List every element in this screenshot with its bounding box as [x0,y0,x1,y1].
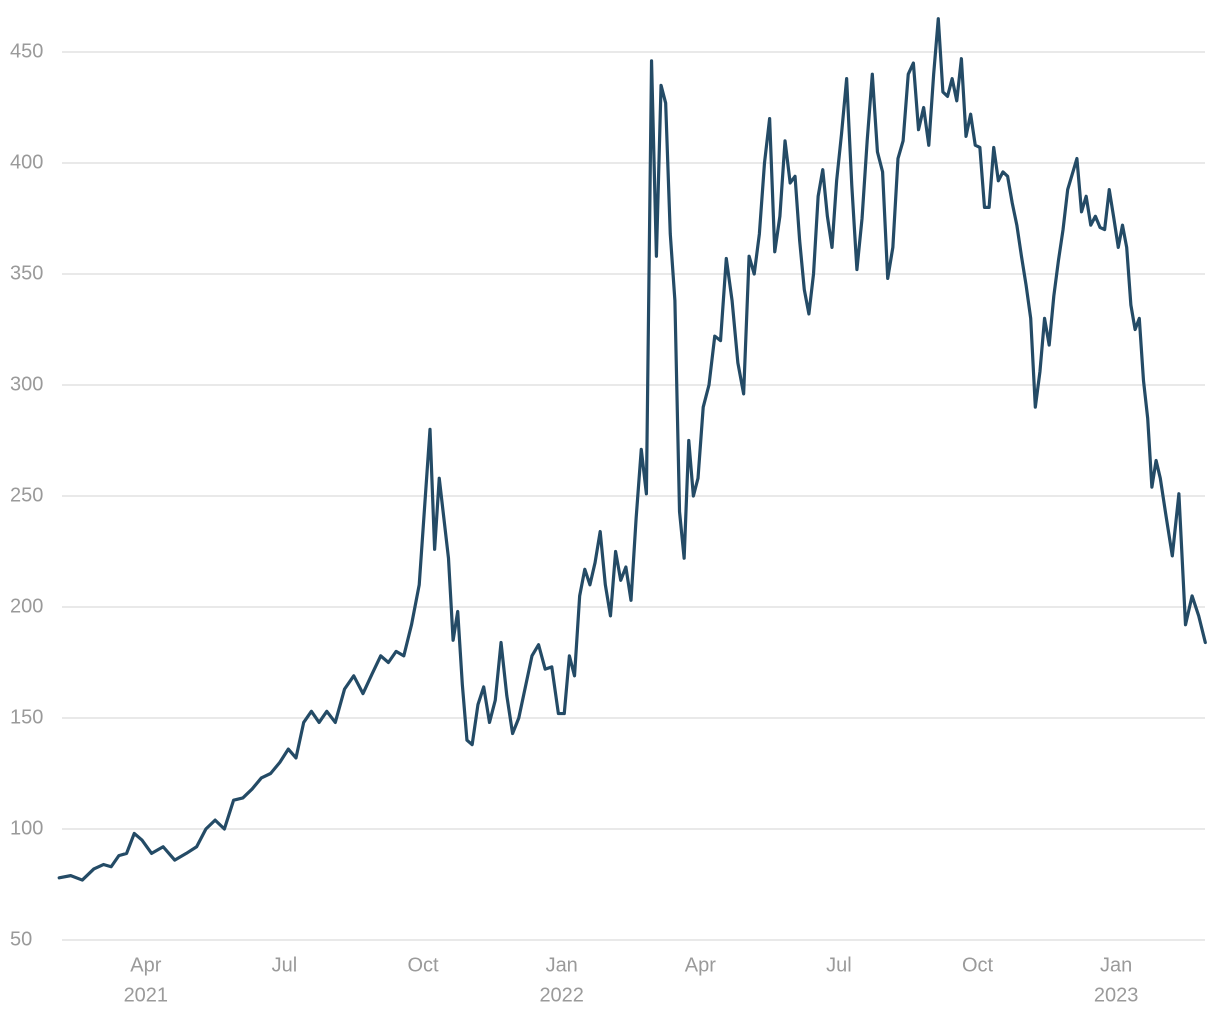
x-tick-label: Oct [408,954,440,976]
x-tick-label: Apr [130,954,161,976]
y-tick-label: 300 [10,373,43,395]
y-tick-label: 100 [10,817,43,839]
data-line [57,17,1207,882]
x-tick-label: Oct [962,954,994,976]
y-tick-label: 50 [10,928,32,950]
y-tick-label: 400 [10,151,43,173]
y-tick-label: 150 [10,706,43,728]
x-tick-year: 2021 [124,984,169,1006]
y-tick-label: 200 [10,595,43,617]
y-tick-label: 450 [10,40,43,62]
x-tick-label: Jul [826,954,852,976]
x-tick-label: Jul [272,954,298,976]
x-tick-label: Jan [1100,954,1132,976]
x-tick-label: Apr [685,954,716,976]
x-tick-year: 2023 [1094,984,1139,1006]
y-tick-label: 350 [10,262,43,284]
y-tick-label: 250 [10,484,43,506]
x-tick-year: 2022 [539,984,584,1006]
x-tick-label: Jan [546,954,578,976]
